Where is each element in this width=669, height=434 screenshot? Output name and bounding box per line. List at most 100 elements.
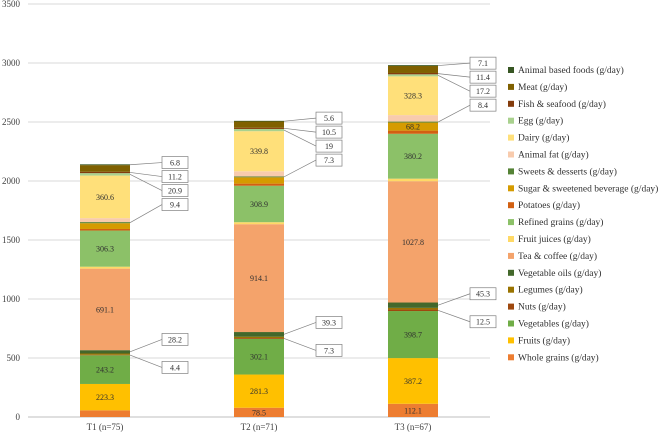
bar-segment: [234, 171, 284, 177]
bar-segment: [234, 128, 284, 132]
bar-segment: [80, 353, 130, 355]
bar-segment: [388, 311, 438, 359]
callout-box: [469, 315, 497, 329]
bar-segment: [234, 177, 284, 184]
bar-segment: [234, 336, 284, 339]
legend-swatch: [508, 337, 514, 344]
bar-segment: [80, 230, 130, 267]
bar-segment: [80, 228, 130, 231]
callout-value-label: 10.5: [322, 128, 336, 137]
callout-box: [315, 153, 343, 167]
legend: Animal based foods (g/day) Meat (g/day) Fi…: [508, 65, 658, 363]
legend-label: Nuts (g/day): [518, 302, 566, 313]
bar-segment: [234, 127, 284, 129]
bar-segment: [80, 165, 130, 172]
callout-box: [161, 170, 189, 183]
y-tick-label: 0: [16, 412, 21, 422]
callout-box: [469, 84, 497, 98]
callout-leader: [129, 354, 163, 368]
bar-segment: [388, 72, 438, 75]
legend-swatch: [508, 252, 514, 259]
segment-value-label: 78.5: [252, 408, 266, 417]
callout-box: [161, 198, 189, 211]
x-axis: T1 (n=75) T2 (n=71) T3 (n=67): [87, 422, 432, 432]
bar-segment: [388, 181, 438, 303]
legend-label: Sweets & desserts (g/day): [518, 166, 617, 177]
legend-label: Fruits (g/day): [518, 335, 570, 346]
bar-segment: [234, 120, 284, 122]
bar-segment: [80, 383, 130, 411]
callout-value-label: 28.2: [168, 335, 182, 344]
callout-box: [315, 344, 343, 357]
bar-segment: [388, 122, 438, 131]
bar-segment: [234, 185, 284, 223]
bar-segment: [80, 164, 130, 166]
callout-leader: [129, 204, 163, 223]
bar-segment: [388, 302, 438, 308]
bar-segment: [234, 374, 284, 408]
callout-value-label: 45.3: [476, 290, 490, 299]
y-tick-label: 3500: [2, 0, 21, 9]
callout-box: [161, 184, 189, 197]
segment-value-label: 308.9: [250, 200, 268, 209]
legend-swatch: [508, 67, 514, 73]
segment-value-label: 380.2: [404, 152, 422, 161]
bar-segment: [80, 355, 130, 384]
legend-label: Meat (g/day): [518, 82, 567, 93]
callout-leader: [437, 309, 471, 323]
bar-segment: [388, 309, 438, 312]
legend-swatch: [508, 286, 514, 293]
legend-label: Dairy (g/day): [518, 133, 569, 144]
callout-value-label: 6.8: [170, 159, 180, 168]
callout-value-label: 9.4: [170, 201, 180, 210]
legend-label: Egg (g/day): [518, 116, 563, 127]
legend-swatch: [508, 354, 514, 361]
bar-segment: [80, 218, 130, 223]
y-tick-label: 1500: [2, 235, 21, 245]
bar-segment: [234, 338, 284, 375]
segment-value-label: 243.2: [96, 366, 114, 375]
callout-box: [315, 139, 343, 153]
segment-value-label: 223.3: [96, 393, 114, 402]
callout-value-label: 5.6: [324, 114, 334, 123]
callout-value-label: 4.4: [170, 363, 180, 372]
legend-label: Vegetables (g/day): [518, 319, 589, 330]
bar-segment: [234, 224, 284, 333]
bar-segment: [388, 65, 438, 66]
callout-box: [315, 125, 343, 139]
callouts: 28.2 4.4 6.8 11.2 20.9 9.4 39.3 7.3 5.6 10.5 19 7.3…: [129, 56, 497, 374]
x-tick-label: T2 (n=71): [241, 422, 278, 432]
bar-segment: [388, 130, 438, 134]
legend-swatch: [508, 134, 514, 141]
bar-segment: [388, 133, 438, 179]
legend-swatch: [508, 236, 514, 242]
segment-value-label: 306.3: [96, 245, 114, 254]
segment-value-label: 68.2: [406, 123, 420, 132]
y-tick-label: 500: [7, 353, 21, 363]
bar-segment: [80, 354, 130, 356]
y-tick-label: 3000: [2, 58, 21, 68]
callout-value-label: 7.3: [324, 346, 334, 355]
bars: [80, 65, 438, 417]
legend-swatch: [508, 151, 514, 158]
callout-leader: [283, 127, 317, 133]
callout-value-label: 11.4: [476, 73, 490, 82]
segment-value-label: 387.2: [404, 377, 422, 386]
y-tick-label: 2500: [2, 117, 21, 127]
bar-segment: [80, 410, 130, 417]
legend-label: Animal based foods (g/day): [518, 65, 624, 76]
bar-segment: [388, 307, 438, 310]
callout-leader: [283, 322, 317, 335]
callout-value-label: 8.4: [478, 101, 488, 110]
legend-label: Animal fat (g/day): [518, 150, 589, 161]
callout-leader: [437, 104, 471, 123]
segment-value-label: 112.1: [404, 406, 422, 415]
segment-value-label: 398.7: [404, 331, 422, 340]
legend-swatch: [508, 320, 514, 327]
segment-labels: 223.3 243.2 691.1 306.3 360.6 78.5 281.3 302.1 9…: [96, 92, 424, 418]
legend-swatch: [508, 168, 514, 175]
bar-segment: [80, 175, 130, 219]
callout-leader: [437, 62, 471, 66]
segment-value-label: 1027.8: [402, 238, 424, 247]
legend-label: Sugar & sweetened beverage (g/day): [518, 183, 658, 194]
